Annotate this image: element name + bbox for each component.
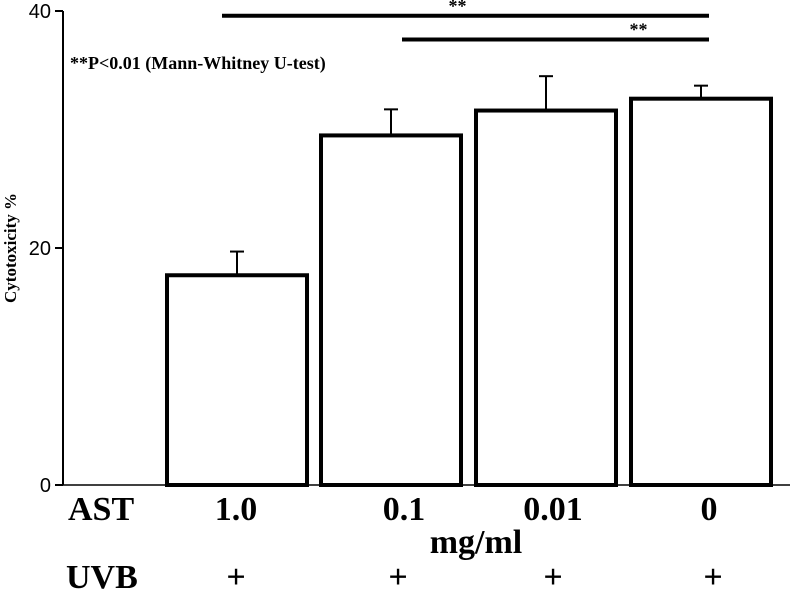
bar [319,133,463,488]
bars-group [165,96,773,488]
significance-group: ** ** [222,0,709,42]
uvb-row-label: UVB [66,559,138,593]
y-tick-label: 20 [29,238,51,260]
significance-label: ** [449,0,467,16]
uvb-label: + [226,559,245,593]
significance-label: ** [630,19,648,39]
ast-row-label: AST [68,491,134,528]
error-bars-group [230,75,708,276]
y-tick-label: 40 [29,1,51,23]
bar [474,108,618,487]
stats-annotation: **P<0.01 (Mann-Whitney U-test) [70,53,326,74]
category-label: 1.0 [215,491,258,528]
category-label: 0 [701,491,718,528]
y-axis-label: Cytotoxicity % [1,193,20,303]
y-tick-label: 0 [40,475,51,497]
category-label: 0.01 [523,491,583,528]
uvb-label: + [388,559,407,593]
category-label: 0.1 [383,491,426,528]
bar [165,273,309,487]
category-labels: 1.0 0.1 0.01 0 [215,491,718,528]
bar [629,96,773,487]
uvb-label: + [543,559,562,593]
y-axis: 0 20 40 [29,1,790,497]
unit-label: mg/ml [430,524,523,561]
uvb-label: + [703,559,722,593]
uvb-labels: + + + + [226,559,722,593]
